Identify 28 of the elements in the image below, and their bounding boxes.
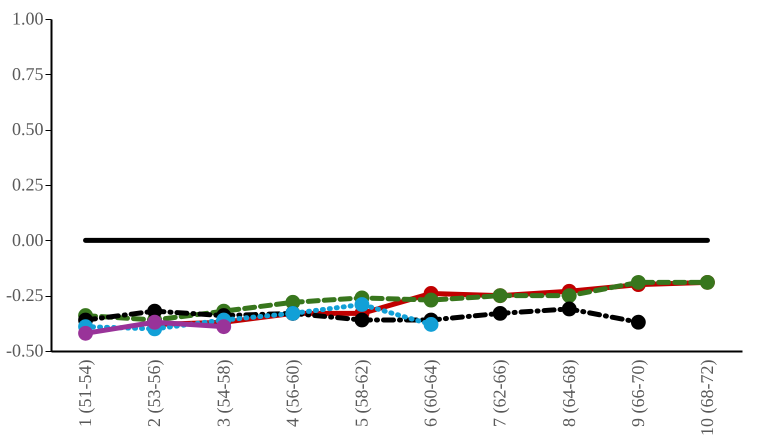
point [147,314,162,330]
point [630,314,646,330]
x-tick-label: 2 (53-56) [144,359,164,427]
x-tick-label: 5 (58-62) [351,359,372,427]
point [78,326,93,341]
y-tick-label: 0.75 [12,64,44,84]
x-tick-label: 4 (56-60) [282,359,302,427]
y-tick-label: 1.00 [12,8,44,28]
y-tick-label: 0.00 [12,230,44,250]
point [492,306,508,321]
x-tick-label: 7 (62-66) [490,359,510,427]
point [562,302,577,316]
x-tick-label: 3 (54-58) [213,359,234,427]
y-tick-label: -0.25 [6,285,44,306]
point [216,319,232,334]
point [562,288,577,304]
point [354,297,370,312]
point [424,292,438,308]
x-tick-label: 1 (51-54) [75,359,96,427]
y-tick-label: 0.25 [12,174,44,194]
point [424,317,438,332]
x-tick-label: 6 (60-64) [420,359,441,427]
point [354,312,370,328]
y-tick-label: -0.50 [6,340,44,360]
x-tick-label: 10 (68-72) [696,359,717,436]
y-tick-label: 0.50 [12,119,44,140]
x-tick-label: 8 (64-68) [558,359,579,427]
x-tick-label: 9 (66-70) [628,359,648,427]
